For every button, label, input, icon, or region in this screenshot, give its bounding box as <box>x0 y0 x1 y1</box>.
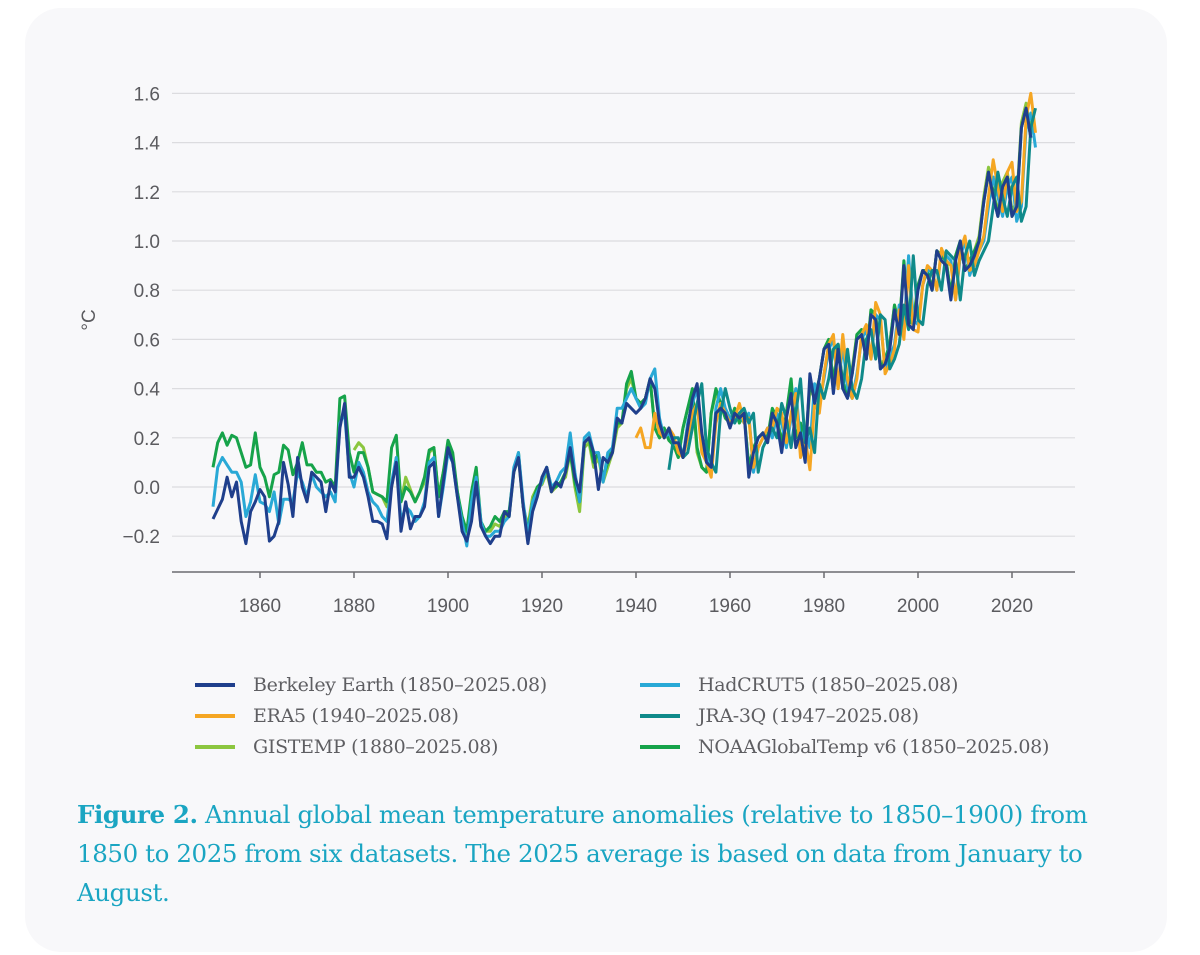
figure-caption-text: Annual global mean temperature anomalies… <box>77 800 1088 907</box>
legend-swatch-jra-3q <box>640 714 680 718</box>
x-tick-label: 2000 <box>897 596 939 617</box>
y-tick-label: 1.6 <box>134 84 160 105</box>
y-tick-label: −0.2 <box>122 527 160 548</box>
x-tick-label: 1960 <box>709 596 751 617</box>
y-tick-label: 1.0 <box>134 232 160 253</box>
legend-label: ERA5 (1940–2025.08) <box>253 705 459 727</box>
y-tick-label: 1.2 <box>134 183 160 204</box>
series-line-jra-3q <box>667 107 1037 474</box>
figure-label: Figure 2. <box>77 800 198 829</box>
y-axis-label: °C <box>79 309 100 330</box>
legend-item-jra-3q: JRA-3Q (1947–2025.08) <box>640 701 919 731</box>
x-tick-label: 1860 <box>239 596 281 617</box>
series-lines <box>211 91 1037 548</box>
legend-label: NOAAGlobalTemp v6 (1850–2025.08) <box>698 736 1050 758</box>
legend-swatch-hadcrut5 <box>640 683 680 687</box>
x-tick-label: 1900 <box>427 596 469 617</box>
legend-label: HadCRUT5 (1850–2025.08) <box>698 674 959 696</box>
x-ticks: 1860 1880 1900 1920 1940 1960 1980 2000 2020 <box>239 572 1033 617</box>
x-tick-label: 1980 <box>803 596 845 617</box>
legend-label: JRA-3Q (1947–2025.08) <box>698 705 919 727</box>
x-tick-label: 1880 <box>333 596 375 617</box>
legend-label: GISTEMP (1880–2025.08) <box>253 736 499 758</box>
gridlines <box>172 92 1075 537</box>
y-tick-label: 0.6 <box>134 330 160 351</box>
legend: Berkeley Earth (1850–2025.08) ERA5 (1940… <box>195 670 1095 770</box>
legend-swatch-noaaglobaltemp <box>640 745 680 749</box>
legend-item-gistemp: GISTEMP (1880–2025.08) <box>195 732 498 762</box>
y-tick-label: 0.0 <box>134 478 160 499</box>
legend-item-hadcrut5: HadCRUT5 (1850–2025.08) <box>640 670 958 700</box>
series-line-berkeley-earth <box>211 106 1033 546</box>
x-tick-label: 1940 <box>615 596 657 617</box>
x-tick-label: 1920 <box>521 596 563 617</box>
legend-swatch-berkeley-earth <box>195 683 235 687</box>
legend-item-era5: ERA5 (1940–2025.08) <box>195 701 459 731</box>
y-tick-label: 0.4 <box>134 380 161 401</box>
legend-label: Berkeley Earth (1850–2025.08) <box>253 674 547 696</box>
legend-swatch-gistemp <box>195 745 235 749</box>
figure-caption: Figure 2. Annual global mean temperature… <box>77 795 1117 912</box>
y-tick-label: 1.4 <box>134 134 161 155</box>
legend-swatch-era5 <box>195 714 235 718</box>
y-tick-label: 0.8 <box>134 281 160 302</box>
y-tick-label: 0.2 <box>134 429 160 450</box>
legend-item-noaaglobaltemp: NOAAGlobalTemp v6 (1850–2025.08) <box>640 732 1049 762</box>
x-tick-label: 2020 <box>991 596 1033 617</box>
legend-item-berkeley-earth: Berkeley Earth (1850–2025.08) <box>195 670 547 700</box>
y-tick-labels: −0.2 0.0 0.2 0.4 0.6 0.8 1.0 1.2 1.4 1.6 <box>122 84 160 548</box>
